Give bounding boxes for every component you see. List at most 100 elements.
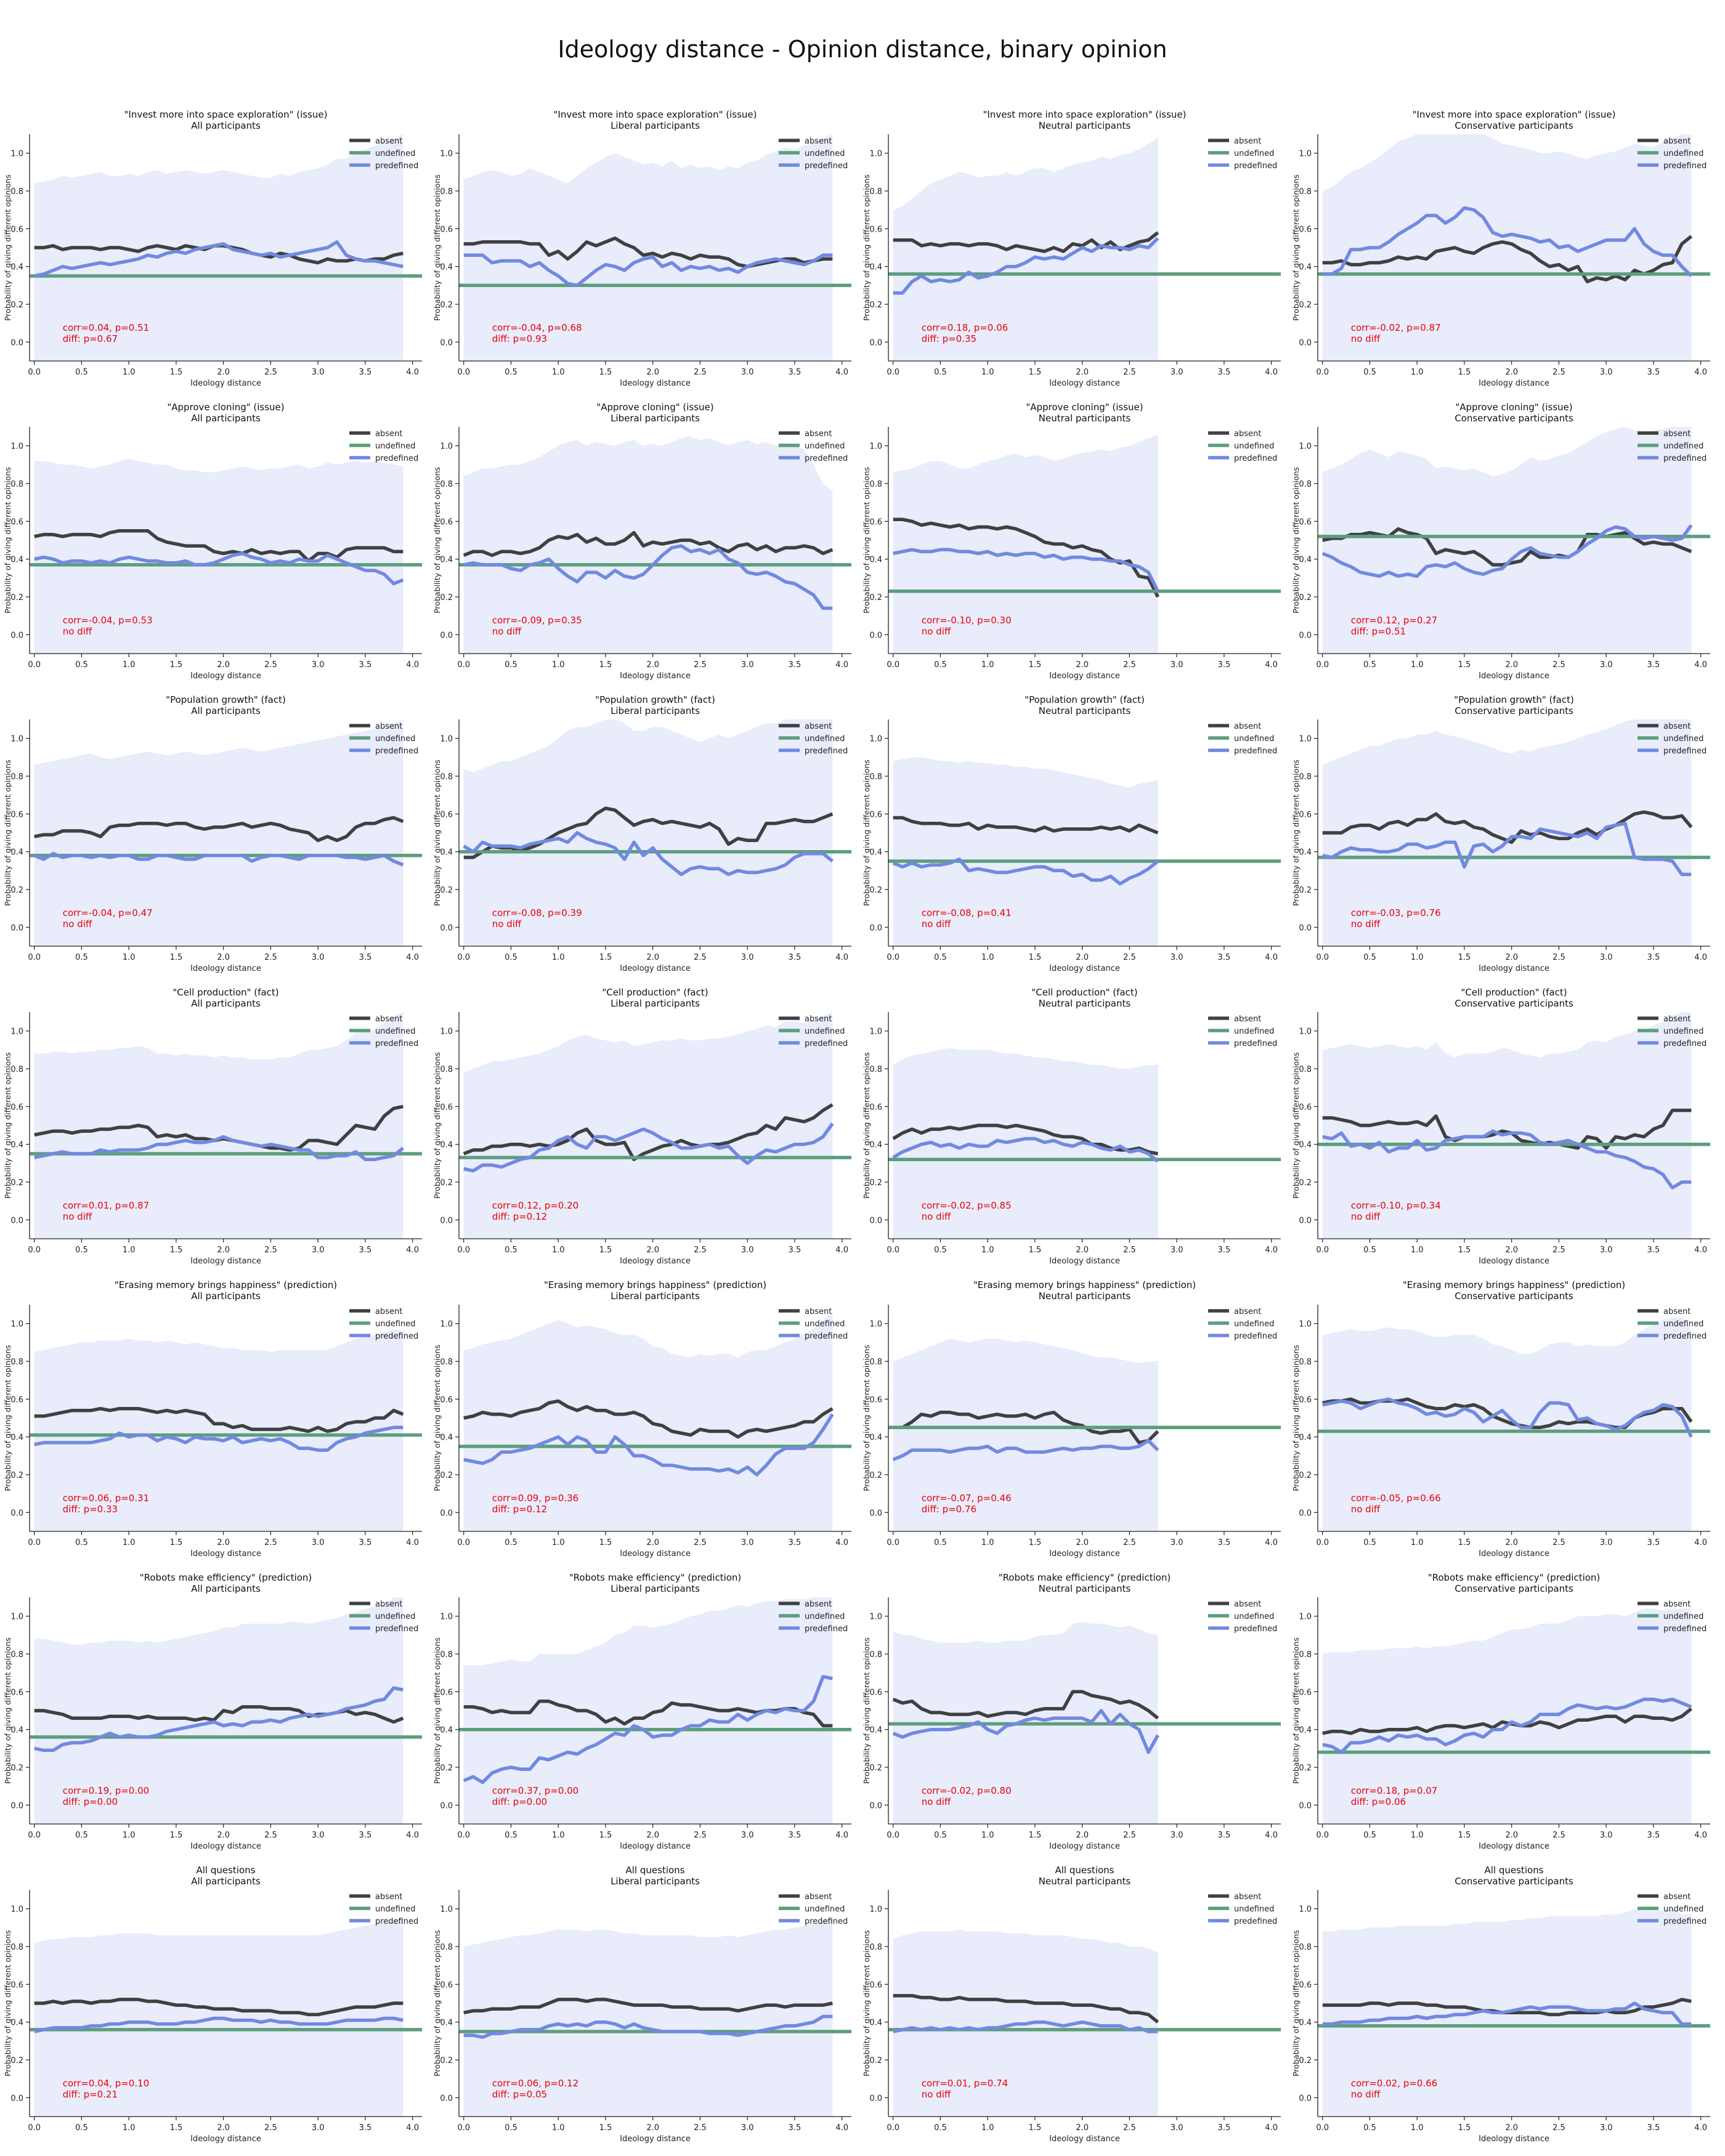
x-tick-label: 0.0 [1316, 2123, 1329, 2133]
confidence-band [34, 134, 404, 361]
x-tick-label: 3.0 [1171, 368, 1183, 377]
legend-label: undefined [805, 442, 845, 451]
chart-svg: "Invest more into space exploration" (is… [432, 109, 851, 388]
y-tick-label: 1.0 [869, 1905, 882, 1915]
y-tick-label: 1.0 [1299, 735, 1312, 744]
y-tick-label: 0.8 [1299, 1943, 1312, 1952]
series-line-absent [463, 1103, 834, 1161]
x-tick-label: 0.5 [934, 1246, 947, 1255]
chart-subtitle: All participants [191, 413, 261, 424]
stat-annotation: no diff [1351, 918, 1381, 930]
x-tick-label: 3.5 [1218, 2123, 1231, 2133]
x-tick-label: 3.5 [1647, 368, 1660, 377]
legend-label: absent [1663, 1600, 1690, 1609]
series-line-predefined [1322, 1397, 1693, 1438]
y-tick-label: 0.6 [10, 517, 23, 527]
x-axis-label: Ideology distance [620, 1549, 691, 1558]
x-tick-label: 3.5 [359, 1831, 372, 1840]
y-axis-label: Probability of giving different opinions [862, 1637, 871, 1784]
x-tick-label: 3.0 [1171, 953, 1183, 962]
y-tick-label: 0.0 [1299, 1216, 1312, 1225]
y-tick-label: 0.4 [10, 556, 23, 565]
series-line-predefined [892, 1709, 1159, 1754]
series-line-absent [893, 231, 1159, 253]
y-tick-label: 0.0 [869, 631, 882, 640]
x-tick-label: 0.5 [934, 1831, 947, 1840]
legend-label: predefined [1663, 454, 1707, 463]
x-tick-label: 2.5 [694, 953, 707, 962]
legend-label: undefined [805, 1027, 845, 1036]
legend-label: absent [375, 1892, 402, 1902]
chart-panel: "Robots make efficiency" (prediction) Lib… [429, 1568, 861, 1860]
series-line-absent [34, 816, 404, 843]
series-line-predefined [33, 851, 404, 867]
x-tick-label: 2.5 [1552, 1831, 1565, 1840]
y-tick-label: 0.8 [440, 1650, 453, 1660]
x-axis-label: Ideology distance [1049, 379, 1120, 388]
confidence-band [463, 719, 833, 946]
x-tick-label: 1.0 [552, 1246, 565, 1255]
legend-label: predefined [805, 1624, 848, 1634]
x-tick-label: 4.0 [1265, 660, 1278, 670]
x-tick-label: 1.5 [170, 2123, 183, 2133]
chart-panel: "Population growth" (fact) All participan… [0, 690, 431, 983]
y-tick-label: 0.0 [1299, 2094, 1312, 2103]
x-tick-label: 1.0 [123, 953, 136, 962]
y-tick-label: 0.6 [869, 1103, 882, 1112]
y-tick-label: 1.0 [10, 1905, 23, 1915]
confidence-band [893, 434, 1158, 654]
x-tick-label: 4.0 [406, 1538, 419, 1547]
legend-label: undefined [1663, 1319, 1703, 1329]
legend-label: predefined [805, 161, 848, 171]
x-tick-label: 0.0 [28, 1831, 41, 1840]
confidence-band [463, 1918, 833, 2117]
x-tick-label: 3.5 [1647, 953, 1660, 962]
stat-annotation: corr=0.37, p=0.00 [492, 1785, 579, 1796]
y-tick-label: 0.4 [10, 2019, 23, 2028]
legend-label: absent [1663, 1307, 1690, 1316]
y-tick-label: 0.8 [10, 772, 23, 782]
x-tick-label: 2.0 [1076, 2123, 1089, 2133]
x-tick-label: 0.5 [934, 660, 947, 670]
y-tick-label: 1.0 [1299, 1320, 1312, 1329]
y-tick-label: 0.8 [1299, 772, 1312, 782]
chart-svg: "Population growth" (fact)Conservative p… [1291, 694, 1710, 973]
series-line-predefined [1322, 821, 1692, 877]
series-line-predefined [893, 2020, 1158, 2033]
legend-label: predefined [1234, 1624, 1277, 1634]
chart-title: "Cell production" (fact) [1461, 987, 1567, 998]
x-axis-label: Ideology distance [1479, 671, 1549, 681]
y-tick-label: 0.0 [869, 1216, 882, 1225]
chart-panel: "Erasing memory brings happiness" (predi… [1288, 1275, 1719, 1568]
x-tick-label: 1.5 [170, 953, 183, 962]
x-axis-label: Ideology distance [620, 1842, 691, 1851]
chart-title: "Invest more into space exploration" (is… [1413, 109, 1616, 120]
y-tick-label: 0.4 [440, 556, 453, 565]
series-line-absent [463, 806, 834, 859]
x-tick-label: 1.0 [981, 1831, 994, 1840]
x-tick-label: 1.5 [599, 1538, 612, 1547]
legend-label: absent [1663, 722, 1690, 731]
series-line-predefined [463, 1122, 834, 1173]
y-tick-label: 0.2 [10, 886, 23, 895]
y-tick-label: 0.8 [440, 772, 453, 782]
y-tick-label: 0.4 [1299, 1726, 1312, 1735]
y-tick-label: 0.8 [10, 1358, 23, 1367]
x-axis-label: Ideology distance [190, 2134, 261, 2144]
y-tick-label: 0.8 [1299, 480, 1312, 489]
x-tick-label: 1.0 [1411, 1538, 1424, 1547]
legend-label: absent [1234, 1892, 1261, 1902]
y-tick-label: 0.6 [10, 1395, 23, 1404]
x-tick-label: 1.5 [1458, 1538, 1471, 1547]
series-line-predefined [34, 2016, 404, 2033]
x-tick-label: 0.0 [28, 1538, 41, 1547]
chart-subtitle: Conservative participants [1455, 1583, 1573, 1594]
legend-label: absent [1663, 1015, 1690, 1024]
stat-annotation: diff: p=0.51 [1351, 626, 1406, 637]
stat-annotation: no diff [1351, 2089, 1381, 2100]
series-line-predefined [463, 253, 833, 288]
chart-title: "Erasing memory brings happiness" (predi… [1403, 1279, 1625, 1291]
chart-panel: "Invest more into space exploration" (is… [429, 105, 861, 397]
y-tick-label: 0.0 [440, 338, 453, 347]
legend-label: undefined [1234, 1027, 1274, 1036]
